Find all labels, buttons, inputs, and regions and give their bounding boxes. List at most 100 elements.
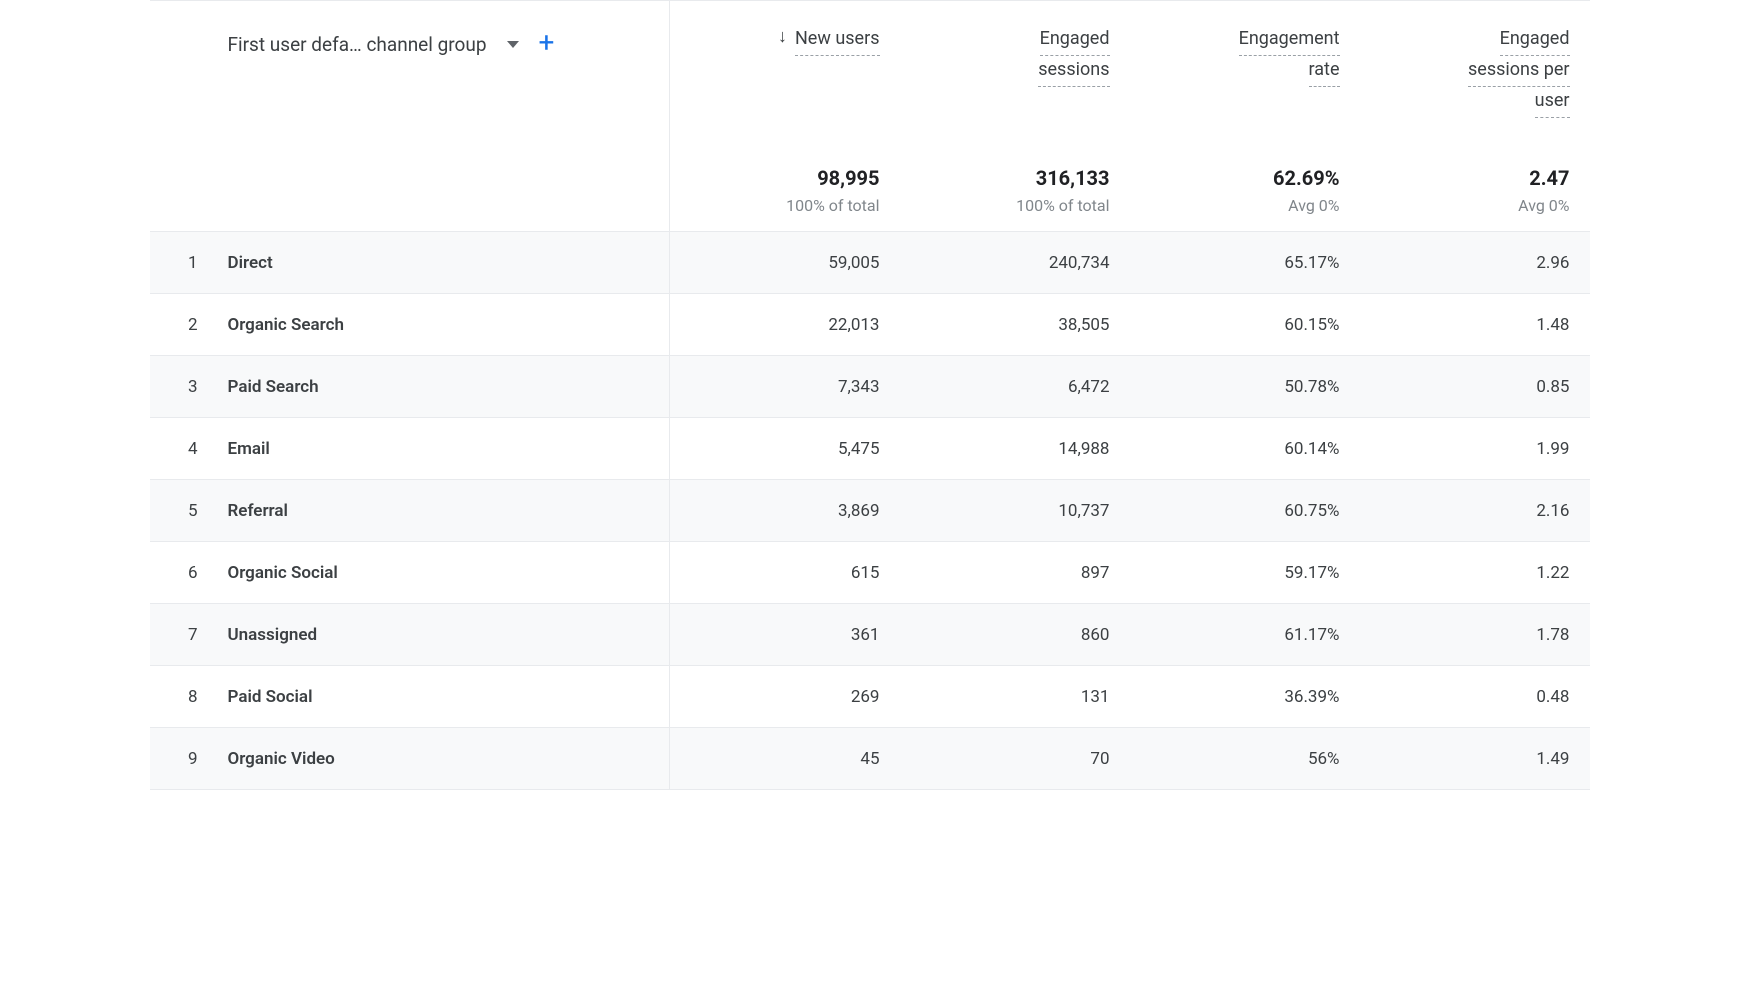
dimension-label: First user defa… channel group <box>228 33 487 56</box>
metric-cell: 10,737 <box>900 480 1130 541</box>
row-label[interactable]: Organic Video <box>228 749 335 769</box>
table-row: 7 Unassigned 36186061.17%1.78 <box>150 603 1590 665</box>
column-summary-value: 98,995 <box>670 166 880 190</box>
row-dimension-cell: 9 Organic Video <box>150 728 670 789</box>
dimension-picker[interactable]: First user defa… channel group <box>228 33 519 56</box>
row-label[interactable]: Organic Search <box>228 315 344 335</box>
column-summary: 316,133100% of total <box>900 166 1110 215</box>
row-dimension-cell: 7 Unassigned <box>150 604 670 665</box>
row-dimension-cell: 2 Organic Search <box>150 294 670 355</box>
metric-cell: 6,472 <box>900 356 1130 417</box>
metric-cell: 70 <box>900 728 1130 789</box>
metric-name-line: rate <box>1309 56 1340 87</box>
metric-cell: 5,475 <box>670 418 900 479</box>
table-row: 4 Email 5,47514,98860.14%1.99 <box>150 417 1590 479</box>
row-dimension-cell: 8Paid Social <box>150 666 670 727</box>
row-metrics: 3,86910,73760.75%2.16 <box>670 480 1590 541</box>
table-header-row: First user defa… channel group + ↓ New us… <box>150 1 1590 231</box>
metric-cell: 7,343 <box>670 356 900 417</box>
metric-name-line: Engaged <box>1040 25 1110 56</box>
column-header-title: ↓ New users <box>670 25 880 56</box>
row-label[interactable]: Paid Social <box>228 687 313 707</box>
row-index: 2 <box>168 315 198 335</box>
metric-cell: 60.14% <box>1130 418 1360 479</box>
metric-name-line: sessions <box>1038 56 1109 87</box>
metric-cell: 1.48 <box>1360 294 1590 355</box>
metric-cell: 0.48 <box>1360 666 1590 727</box>
row-metrics: 36186061.17%1.78 <box>670 604 1590 665</box>
add-dimension-button[interactable]: + <box>539 33 555 53</box>
metric-cell: 59,005 <box>670 232 900 293</box>
metric-name: New users <box>795 25 880 56</box>
metric-cell: 1.78 <box>1360 604 1590 665</box>
table-row: 2 Organic Search 22,01338,50560.15%1.48 <box>150 293 1590 355</box>
metric-cell: 615 <box>670 542 900 603</box>
row-label[interactable]: Unassigned <box>228 625 318 645</box>
row-dimension-cell: 3 Paid Search <box>150 356 670 417</box>
table-row: 5Referral3,86910,73760.75%2.16 <box>150 479 1590 541</box>
metric-cell: 60.15% <box>1130 294 1360 355</box>
dimension-header-cell: First user defa… channel group + <box>150 1 670 231</box>
column-summary-subtext: Avg 0% <box>1360 196 1570 215</box>
sort-descending-icon: ↓ <box>778 25 787 49</box>
metric-cell: 2.16 <box>1360 480 1590 541</box>
metric-cell: 1.99 <box>1360 418 1590 479</box>
column-header-title: Engagedsessions <box>900 25 1110 87</box>
metric-name: Engagementrate <box>1239 25 1340 87</box>
table-row: 3 Paid Search 7,3436,47250.78%0.85 <box>150 355 1590 417</box>
metric-cell: 269 <box>670 666 900 727</box>
metric-cell: 2.96 <box>1360 232 1590 293</box>
metric-name: Engagedsessions <box>1038 25 1109 87</box>
column-header[interactable]: Engagementrate 62.69%Avg 0% <box>1130 1 1360 231</box>
row-metrics: 5,47514,98860.14%1.99 <box>670 418 1590 479</box>
row-label[interactable]: Paid Search <box>228 377 319 397</box>
column-summary: 62.69%Avg 0% <box>1130 166 1340 215</box>
table-bottom-border <box>150 789 1590 803</box>
column-header-title: Engagedsessions peruser <box>1360 25 1570 118</box>
analytics-table: First user defa… channel group + ↓ New us… <box>150 0 1590 803</box>
metric-cell: 131 <box>900 666 1130 727</box>
column-summary-value: 62.69% <box>1130 166 1340 190</box>
metric-cell: 45 <box>670 728 900 789</box>
metric-name-line: New users <box>795 25 880 56</box>
table-row: 6 Organic Social 61589759.17%1.22 <box>150 541 1590 603</box>
chevron-down-icon <box>507 41 519 48</box>
column-summary: 2.47Avg 0% <box>1360 166 1570 215</box>
metric-cell: 22,013 <box>670 294 900 355</box>
row-metrics: 61589759.17%1.22 <box>670 542 1590 603</box>
row-dimension-cell: 5Referral <box>150 480 670 541</box>
metric-cell: 60.75% <box>1130 480 1360 541</box>
row-label[interactable]: Referral <box>228 501 288 521</box>
column-header[interactable]: Engagedsessions 316,133100% of total <box>900 1 1130 231</box>
row-dimension-cell: 4 Email <box>150 418 670 479</box>
metric-name: Engagedsessions peruser <box>1468 25 1570 118</box>
row-metrics: 457056%1.49 <box>670 728 1590 789</box>
row-label[interactable]: Email <box>228 439 270 459</box>
metric-name-line: sessions per <box>1468 56 1570 87</box>
column-summary-subtext: 100% of total <box>670 196 880 215</box>
row-index: 3 <box>168 377 198 397</box>
metric-name-line: user <box>1535 87 1570 118</box>
column-header[interactable]: ↓ New users 98,995 100% of total <box>670 1 900 231</box>
metric-cell: 36.39% <box>1130 666 1360 727</box>
row-metrics: 26913136.39%0.48 <box>670 666 1590 727</box>
metric-cell: 65.17% <box>1130 232 1360 293</box>
metric-cell: 61.17% <box>1130 604 1360 665</box>
row-index: 9 <box>168 749 198 769</box>
metric-cell: 14,988 <box>900 418 1130 479</box>
row-index: 4 <box>168 439 198 459</box>
row-label[interactable]: Organic Social <box>228 563 338 583</box>
row-dimension-cell: 6 Organic Social <box>150 542 670 603</box>
metric-cell: 38,505 <box>900 294 1130 355</box>
metric-cell: 1.22 <box>1360 542 1590 603</box>
row-label[interactable]: Direct <box>228 253 273 273</box>
metric-cell: 860 <box>900 604 1130 665</box>
row-index: 6 <box>168 563 198 583</box>
metric-cell: 240,734 <box>900 232 1130 293</box>
row-index: 7 <box>168 625 198 645</box>
row-metrics: 7,3436,47250.78%0.85 <box>670 356 1590 417</box>
column-header[interactable]: Engagedsessions peruser 2.47Avg 0% <box>1360 1 1590 231</box>
metric-cell: 59.17% <box>1130 542 1360 603</box>
row-metrics: 22,01338,50560.15%1.48 <box>670 294 1590 355</box>
row-dimension-cell: 1Direct <box>150 232 670 293</box>
